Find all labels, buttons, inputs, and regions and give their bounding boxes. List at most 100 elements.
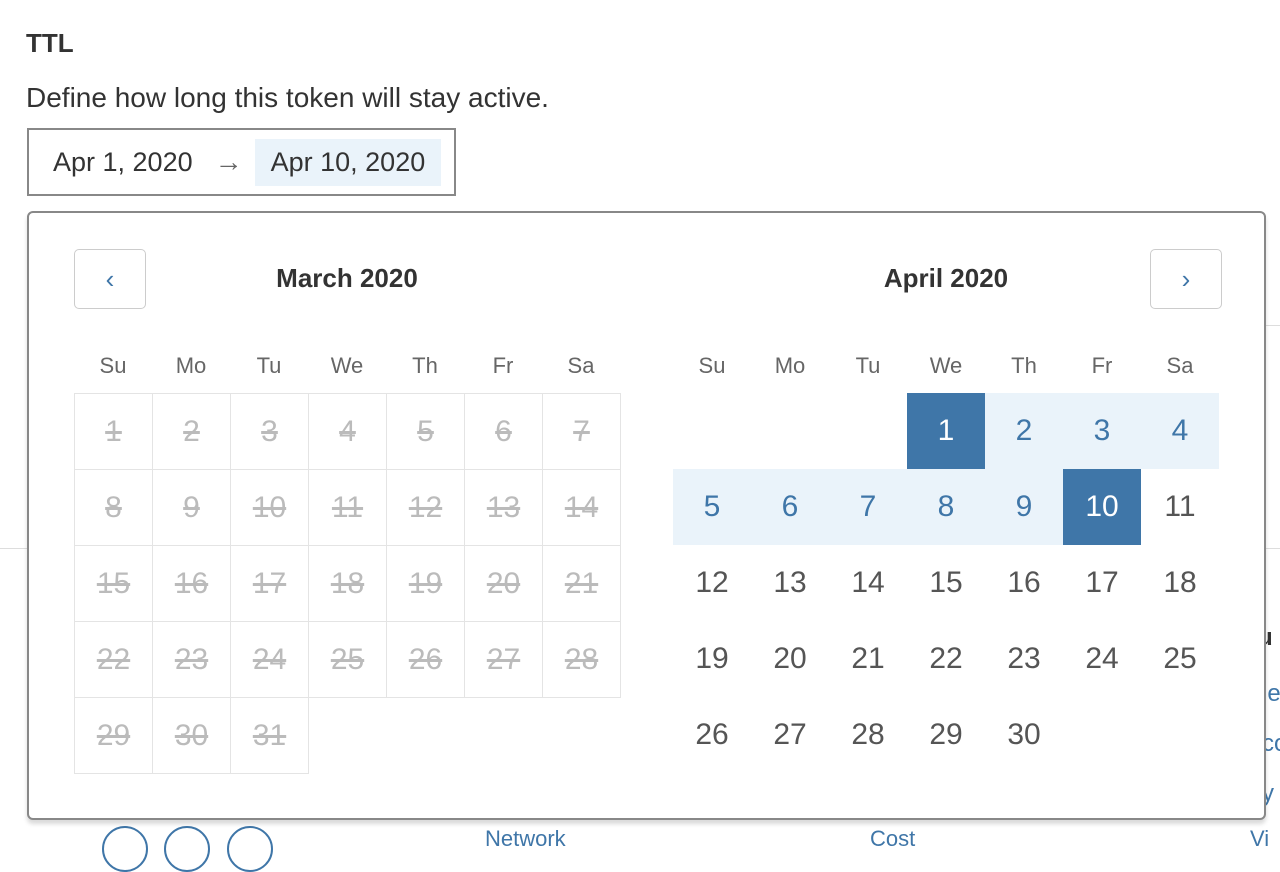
day-cell: 31	[230, 697, 309, 774]
day-cell[interactable]: 18	[1163, 566, 1197, 599]
day-cell: 13	[464, 469, 543, 546]
day-cell: 9	[152, 469, 231, 546]
day-cell[interactable]: 25	[1163, 642, 1197, 675]
background-link[interactable]: Vi	[1250, 826, 1270, 851]
day-cell[interactable]: 17	[1085, 566, 1119, 599]
background-link[interactable]: co	[1262, 730, 1280, 757]
day-cell: 20	[464, 545, 543, 622]
day-cell[interactable]: 28	[851, 718, 885, 751]
weekday-label: Su	[698, 353, 726, 378]
background-link[interactable]: Cost	[870, 826, 916, 851]
day-cell[interactable]: 20	[773, 642, 807, 675]
day-cell: 10	[230, 469, 309, 546]
day-cell[interactable]: 12	[695, 566, 729, 599]
day-cell: 4	[308, 393, 387, 470]
day-cell[interactable]: 6	[751, 469, 829, 545]
day-cell[interactable]: 2	[985, 393, 1063, 469]
day-cell: 14	[542, 469, 621, 546]
weekday-label: Mo	[175, 353, 207, 378]
circle-icon[interactable]	[164, 826, 210, 872]
day-cell[interactable]: 16	[1007, 566, 1041, 599]
day-cell: 30	[152, 697, 231, 774]
day-cell: 6	[464, 393, 543, 470]
day-cell: 22	[74, 621, 153, 698]
day-cell: 7	[542, 393, 621, 470]
day-cell[interactable]: 14	[851, 566, 885, 599]
background-link[interactable]: le	[1262, 680, 1280, 707]
day-cell[interactable]: 8	[907, 469, 985, 545]
day-cell[interactable]: 24	[1085, 642, 1119, 675]
day-cell[interactable]: 13	[773, 566, 807, 599]
day-cell: 1	[74, 393, 153, 470]
weekday-label: Sa	[1166, 353, 1194, 378]
weekday-label: Fr	[492, 353, 514, 378]
section-title: TTL	[26, 28, 74, 58]
weekday-label: We	[330, 353, 364, 378]
day-cell[interactable]: 29	[929, 718, 963, 751]
weekday-label: Th	[1011, 353, 1037, 378]
day-cell: 19	[386, 545, 465, 622]
start-date[interactable]: Apr 1, 2020	[53, 146, 193, 177]
day-cell[interactable]: 5	[673, 469, 751, 545]
day-cell[interactable]: 23	[1007, 642, 1041, 675]
day-cell: 21	[542, 545, 621, 622]
empty-cell	[751, 393, 829, 469]
day-cell[interactable]: 3	[1063, 393, 1141, 469]
background-link[interactable]: Network	[485, 826, 566, 851]
day-cell[interactable]: 22	[929, 642, 963, 675]
weekday-label: Su	[99, 353, 127, 378]
weekday-label: Mo	[774, 353, 806, 378]
day-cell: 26	[386, 621, 465, 698]
circle-icon[interactable]	[102, 826, 148, 872]
section-description: Define how long this token will stay act…	[26, 82, 549, 113]
day-cell[interactable]: 26	[695, 718, 729, 751]
date-range-input[interactable]: Apr 1, 2020 → Apr 10, 2020	[27, 128, 456, 196]
day-cell[interactable]: 1	[907, 393, 985, 469]
weekday-label: Fr	[1091, 353, 1113, 378]
day-cell[interactable]: 10	[1063, 469, 1141, 545]
weekday-label: Tu	[855, 353, 881, 378]
month-april: Su Mo Tu We Th Fr Sa 1 2 3 4 5 6 7 8 9 10 11 12 13 14 15 16 17 1…	[673, 353, 1219, 773]
chevron-left-icon: ‹	[105, 263, 115, 294]
date-picker-popup: ‹ › March 2020 April 2020 Su Mo Tu We Th Fr Sa…	[27, 211, 1266, 820]
day-cell[interactable]: 15	[929, 566, 963, 599]
month-title: April 2020	[883, 263, 1009, 293]
day-cell: 11	[308, 469, 387, 546]
prev-month-button[interactable]: ‹	[74, 249, 146, 309]
day-cell: 24	[230, 621, 309, 698]
next-month-button[interactable]: ›	[1150, 249, 1222, 309]
chevron-right-icon: ›	[1181, 263, 1191, 294]
day-cell: 2	[152, 393, 231, 470]
circle-icon[interactable]	[227, 826, 273, 872]
day-cell: 28	[542, 621, 621, 698]
day-cell: 5	[386, 393, 465, 470]
weekday-label: Tu	[256, 353, 282, 378]
day-cell[interactable]: 4	[1141, 393, 1219, 469]
day-cell[interactable]: 30	[1007, 718, 1041, 751]
arrow-right-icon: →	[214, 146, 243, 177]
month-title: March 2020	[276, 263, 418, 293]
day-cell[interactable]: 19	[695, 642, 729, 675]
weekday-label: We	[929, 353, 963, 378]
day-cell[interactable]: 11	[1164, 490, 1196, 523]
divider	[1265, 325, 1280, 326]
day-cell: 15	[74, 545, 153, 622]
day-cell: 25	[308, 621, 387, 698]
day-cell: 8	[74, 469, 153, 546]
month-march: Su Mo Tu We Th Fr Sa 1 2 3 4 5 6 7 8 9 10 11 12 13 14 15 16 17 1…	[74, 353, 621, 774]
end-date[interactable]: Apr 10, 2020	[254, 138, 442, 186]
weekday-label: Sa	[567, 353, 595, 378]
day-cell[interactable]: 21	[851, 642, 885, 675]
empty-cell	[673, 393, 751, 469]
day-cell: 12	[386, 469, 465, 546]
day-cell[interactable]: 9	[985, 469, 1063, 545]
day-cell: 3	[230, 393, 309, 470]
day-cell: 23	[152, 621, 231, 698]
day-cell: 18	[308, 545, 387, 622]
day-cell[interactable]: 7	[829, 469, 907, 545]
day-cell: 29	[74, 697, 153, 774]
empty-cell	[829, 393, 907, 469]
day-cell[interactable]: 27	[773, 718, 807, 751]
day-cell: 27	[464, 621, 543, 698]
day-cell: 17	[230, 545, 309, 622]
